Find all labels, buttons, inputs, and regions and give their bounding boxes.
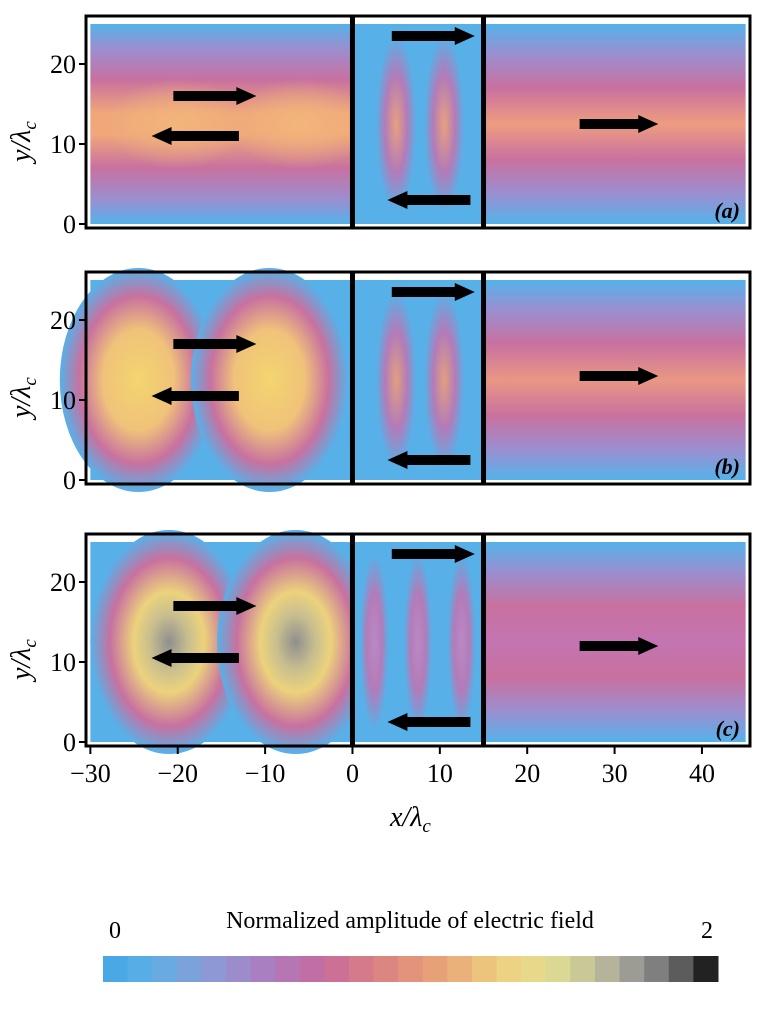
arrow-mid-backward [387,713,471,731]
colorbar-swatch [373,956,399,982]
heatmap-panels: 0 10 20 y/λc (a) 0 10 20 y/λc (b) 0 10 20 y/λc (c) [6,14,752,757]
colorbar-swatch [250,956,276,982]
y-tick-label: 0 [63,210,76,239]
x-axis-label: x/λc [389,802,431,837]
colorbar-swatch [619,956,645,982]
arrow-reflected [151,649,239,667]
arrow-transmitted [579,115,659,133]
colorbar-swatches [103,956,719,982]
x-tick-label: 40 [689,759,715,788]
arrow-transmitted [579,637,659,655]
panel-frame [84,532,752,748]
panel-2: 0 10 20 y/λc (b) [6,268,752,495]
panel-label: (a) [714,198,740,223]
arrow-incident [173,87,257,105]
y-tick-label: 10 [50,130,76,159]
colorbar-swatch [176,956,202,982]
y-tick-label: 0 [63,728,76,757]
colorbar-swatch [127,956,153,982]
colorbar-swatch [152,956,178,982]
arrow-mid-backward [387,191,471,209]
panel-1: 0 10 20 y/λc (a) [6,14,752,239]
field-lobe [360,554,389,730]
y-axis-label: y/λc [6,377,41,421]
field-lobe [424,36,465,212]
colorbar-swatch [472,956,498,982]
arrow-reflected [151,127,239,145]
arrow-mid-forward [391,27,475,45]
panel-label: (c) [716,716,740,741]
x-tick-label: 0 [346,759,359,788]
field-lobe [217,530,375,754]
colorbar-swatch [103,956,129,982]
colorbar-swatch [545,956,571,982]
y-tick-label: 10 [50,386,76,415]
panel-frame [84,270,752,486]
x-tick-label: 20 [514,759,540,788]
x-tick-label: −30 [70,759,111,788]
y-axis-label: y/λc [6,121,41,165]
y-tick-label: 20 [50,50,76,79]
colorbar-swatch [398,956,424,982]
y-axis-label: y/λc [6,639,41,683]
panel-label: (b) [714,454,740,479]
colorbar-swatch [349,956,375,982]
colorbar-min-label: 0 [109,918,121,944]
field-lobe [447,554,476,730]
arrow-mid-forward [391,545,475,563]
y-tick-label: 0 [63,466,76,495]
field-lobe [404,554,432,730]
colorbar-swatch [447,956,473,982]
x-tick-label: −20 [157,759,198,788]
colorbar-swatch [201,956,227,982]
colorbar-swatch [644,956,670,982]
y-tick-label: 20 [50,306,76,335]
field-lobe [230,79,371,169]
colorbar-swatch [275,956,301,982]
colorbar-swatch [422,956,448,982]
colorbar-max-label: 2 [701,918,713,944]
field-lobe [376,292,417,468]
colorbar-swatch [496,956,522,982]
y-tick-label: 20 [50,568,76,597]
field-lobe [376,36,417,212]
field-lobe [424,292,465,468]
colorbar-swatch [570,956,596,982]
colorbar: Normalized amplitude of electric field 0… [103,908,719,982]
field-lobe [90,530,248,754]
y-tick-label: 10 [50,648,76,677]
arrow-incident [173,597,257,615]
colorbar-title: Normalized amplitude of electric field [226,908,594,934]
arrow-incident [173,335,257,353]
arrow-mid-backward [387,451,471,469]
x-tick-label: −10 [245,759,286,788]
field-lobe [59,268,218,492]
x-tick-label: 10 [427,759,453,788]
colorbar-swatch [668,956,694,982]
arrow-transmitted [579,367,659,385]
colorbar-swatch [693,956,719,982]
panel-frame [84,14,752,230]
colorbar-swatch [324,956,350,982]
x-tick-label: 30 [602,759,628,788]
field-lobe [190,268,349,492]
x-axis: −30 −20 −10 0 10 20 30 40 [70,746,715,788]
colorbar-swatch [299,956,325,982]
colorbar-swatch [226,956,252,982]
field-lobe [107,79,248,169]
arrow-mid-forward [391,283,475,301]
colorbar-swatch [521,956,547,982]
arrow-reflected [151,387,239,405]
panel-3: 0 10 20 y/λc (c) [6,530,752,757]
colorbar-swatch [595,956,621,982]
